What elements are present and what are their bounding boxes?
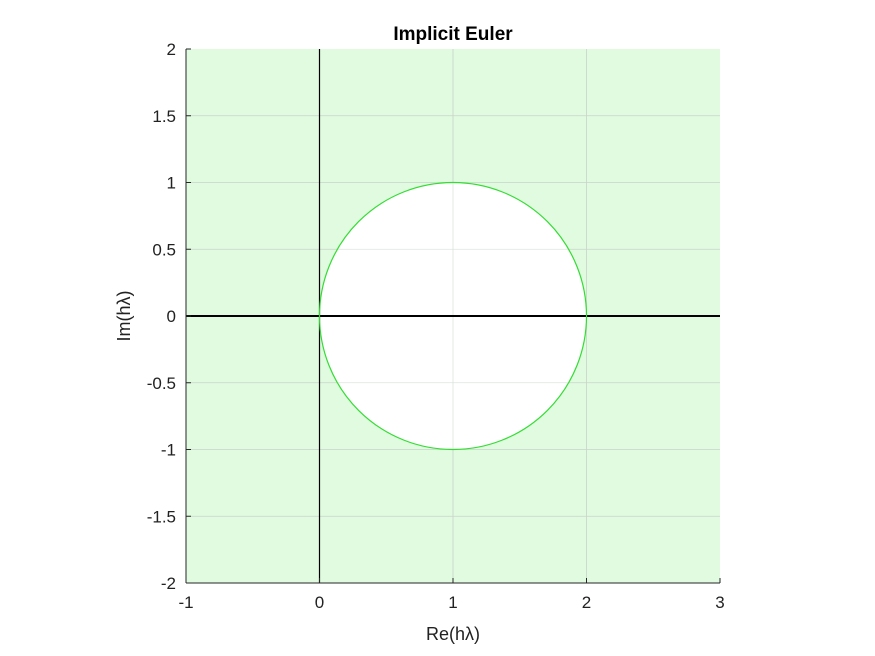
- y-tick-label: -0.5: [147, 374, 176, 393]
- x-tick-label: -1: [178, 593, 193, 612]
- y-axis-label: Im(hλ): [114, 291, 134, 342]
- x-axis-ticks: -1 0 1 2 3: [178, 578, 725, 612]
- y-tick-label: 0.5: [152, 240, 176, 259]
- y-tick-label: -1: [161, 441, 176, 460]
- y-tick-label: -2: [161, 574, 176, 593]
- x-tick-label: 0: [315, 593, 324, 612]
- x-tick-label: 2: [582, 593, 591, 612]
- chart-title: Implicit Euler: [393, 24, 513, 45]
- y-tick-label: 0: [167, 307, 176, 326]
- y-tick-label: 1.5: [152, 107, 176, 126]
- y-axis-ticks: -2 -1.5 -1 -0.5 0 0.5 1 1.5 2: [147, 40, 191, 593]
- stability-boundary-circle: [318, 181, 588, 451]
- y-tick-label: -1.5: [147, 507, 176, 526]
- x-axis-label: Re(hλ): [426, 624, 480, 644]
- x-tick-label: 1: [448, 593, 457, 612]
- x-tick-label: 3: [715, 593, 724, 612]
- y-tick-label: 1: [167, 174, 176, 193]
- y-tick-label: 2: [167, 40, 176, 59]
